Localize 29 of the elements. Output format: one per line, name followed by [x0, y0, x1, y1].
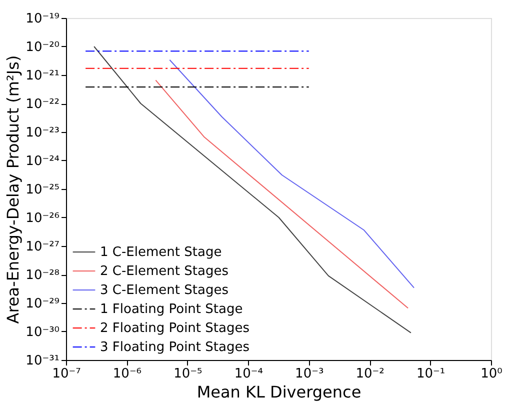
- x-tick-label: 10⁻³: [295, 366, 324, 382]
- legend-label: 1 C-Element Stage: [100, 245, 222, 260]
- x-tick-label: 10⁻⁴: [234, 366, 263, 382]
- legend-label: 3 Floating Point Stages: [100, 340, 250, 355]
- y-tick-label: 10⁻³¹: [26, 354, 60, 368]
- x-tick-label: 10⁻²: [356, 366, 384, 382]
- y-tick-label: 10⁻²⁸: [26, 268, 60, 283]
- legend-label: 3 C-Element Stages: [100, 283, 229, 298]
- x-axis-title: Mean KL Divergence: [196, 382, 362, 402]
- legend-label: 2 C-Element Stages: [100, 264, 229, 279]
- x-tick-label: 10⁰: [480, 366, 502, 382]
- y-tick-label: 10⁻²⁹: [26, 296, 60, 312]
- x-tick-label: 10⁻⁷: [52, 366, 81, 382]
- y-tick-label: 10⁻²⁵: [26, 182, 60, 198]
- legend-label: 1 Floating Point Stage: [100, 302, 243, 317]
- y-tick-label: 10⁻²⁶: [26, 211, 60, 226]
- legend-label: 2 Floating Point Stages: [100, 321, 250, 336]
- y-tick-label: 10⁻²³: [26, 126, 60, 140]
- y-tick-label: 10⁻²⁰: [26, 40, 60, 55]
- y-tick-label: 10⁻¹⁹: [26, 12, 60, 26]
- x-tick-label: 10⁻⁵: [174, 366, 202, 382]
- y-tick-label: 10⁻²⁷: [26, 240, 60, 254]
- y-tick-label: 10⁻²⁴: [26, 154, 60, 169]
- x-tick-label: 10⁻¹: [416, 366, 446, 382]
- y-tick-label: 10⁻²¹: [26, 68, 60, 84]
- y-axis-title: Area-Energy-Delay Product (m²Js): [4, 55, 23, 324]
- x-tick-label: 10⁻⁶: [112, 366, 142, 382]
- y-tick-label: 10⁻²²: [26, 97, 60, 112]
- y-tick-label: 10⁻³⁰: [26, 325, 60, 340]
